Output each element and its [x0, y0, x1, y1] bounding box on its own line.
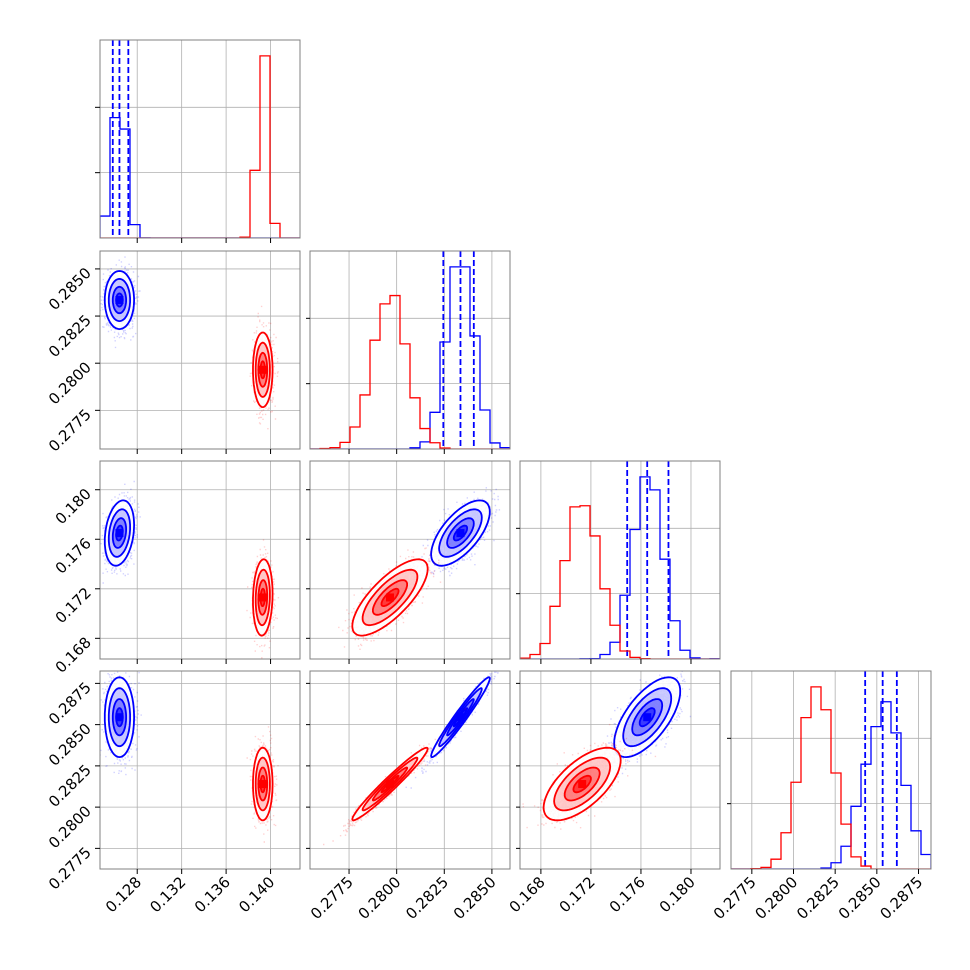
panel-3-2: 0.168 0.172 0.176 0.180 [506, 670, 721, 916]
x-tick-label: 0.132 [146, 873, 189, 916]
x-tick-label: 0.176 [606, 873, 649, 916]
panel-frame [99, 460, 301, 660]
x-tick-label: 0.2800 [355, 873, 405, 923]
histogram-red [520, 505, 720, 659]
x-tick-label: 0.2775 [710, 873, 760, 923]
histogram-blue [520, 476, 720, 659]
histogram-red [100, 55, 300, 238]
panel-frame [99, 250, 301, 450]
peak-red [258, 593, 267, 602]
panel-content [310, 251, 510, 449]
y-tick-label: 0.180 [52, 485, 95, 528]
peak-blue [115, 529, 124, 538]
x-tick-label: 0.2850 [450, 873, 500, 923]
x-tick-label: 0.180 [656, 873, 699, 916]
panel-frame [99, 670, 301, 870]
x-tick-label: 0.2825 [793, 873, 843, 923]
panel-frame [309, 460, 511, 660]
peak-blue [643, 713, 652, 722]
panel-content [100, 461, 300, 659]
panel-2-0: 0.168 0.172 0.176 0.180 [52, 460, 301, 677]
peak-red [578, 780, 587, 789]
x-tick-label: 0.168 [506, 873, 549, 916]
panel-1-1 [306, 250, 511, 454]
x-tick-label: 0.140 [235, 873, 278, 916]
panel-content [310, 671, 510, 869]
panel-frame [309, 670, 511, 870]
histogram-red [731, 686, 931, 869]
peak-blue [115, 713, 124, 722]
y-tick-label: 0.172 [52, 584, 95, 627]
panel-2-2 [516, 460, 721, 664]
y-tick-label: 0.2825 [45, 311, 95, 361]
y-tick-label: 0.2775 [45, 405, 95, 455]
panel-content [100, 40, 300, 238]
panel-0-0 [95, 39, 301, 243]
panel-content [520, 671, 720, 869]
y-tick-label: 0.2800 [45, 358, 95, 408]
panel-frame [519, 460, 721, 660]
panel-frame [519, 670, 721, 870]
x-tick-label: 0.172 [556, 873, 599, 916]
y-tick-label: 0.176 [52, 534, 95, 577]
peak-blue [456, 529, 465, 538]
panel-content [731, 671, 931, 869]
histogram-blue [731, 701, 931, 869]
panel-frame [309, 250, 511, 450]
panel-content [100, 251, 300, 449]
peak-blue [115, 296, 124, 305]
y-tick-label: 0.2850 [45, 264, 95, 314]
panels: 0.27750.28000.28250.28500.1680.1720.1760… [45, 39, 932, 923]
peak-red [258, 365, 267, 374]
y-tick-label: 0.2850 [45, 720, 95, 770]
peak-blue [456, 713, 465, 722]
y-tick-label: 0.2825 [45, 761, 95, 811]
panel-2-1 [306, 460, 511, 664]
panel-content [310, 461, 510, 659]
x-tick-label: 0.2875 [876, 873, 926, 923]
peak-red [258, 780, 267, 789]
x-tick-label: 0.2800 [751, 873, 801, 923]
panel-content [520, 461, 720, 659]
y-tick-label: 0.2800 [45, 802, 95, 852]
x-tick-label: 0.2825 [402, 873, 452, 923]
x-tick-label: 0.136 [191, 873, 234, 916]
peak-red [386, 593, 394, 602]
panel-frame [730, 670, 932, 870]
y-tick-label: 0.2875 [45, 678, 95, 728]
panel-frame [99, 39, 301, 239]
y-tick-label: 0.2775 [45, 843, 95, 893]
x-tick-label: 0.2775 [307, 873, 357, 923]
panel-content [100, 671, 300, 869]
x-tick-label: 0.2850 [835, 873, 885, 923]
y-tick-label: 0.168 [52, 633, 95, 676]
peak-red [386, 780, 394, 789]
histogram-blue [310, 266, 510, 449]
x-tick-label: 0.128 [102, 873, 145, 916]
histogram-red [310, 294, 510, 449]
